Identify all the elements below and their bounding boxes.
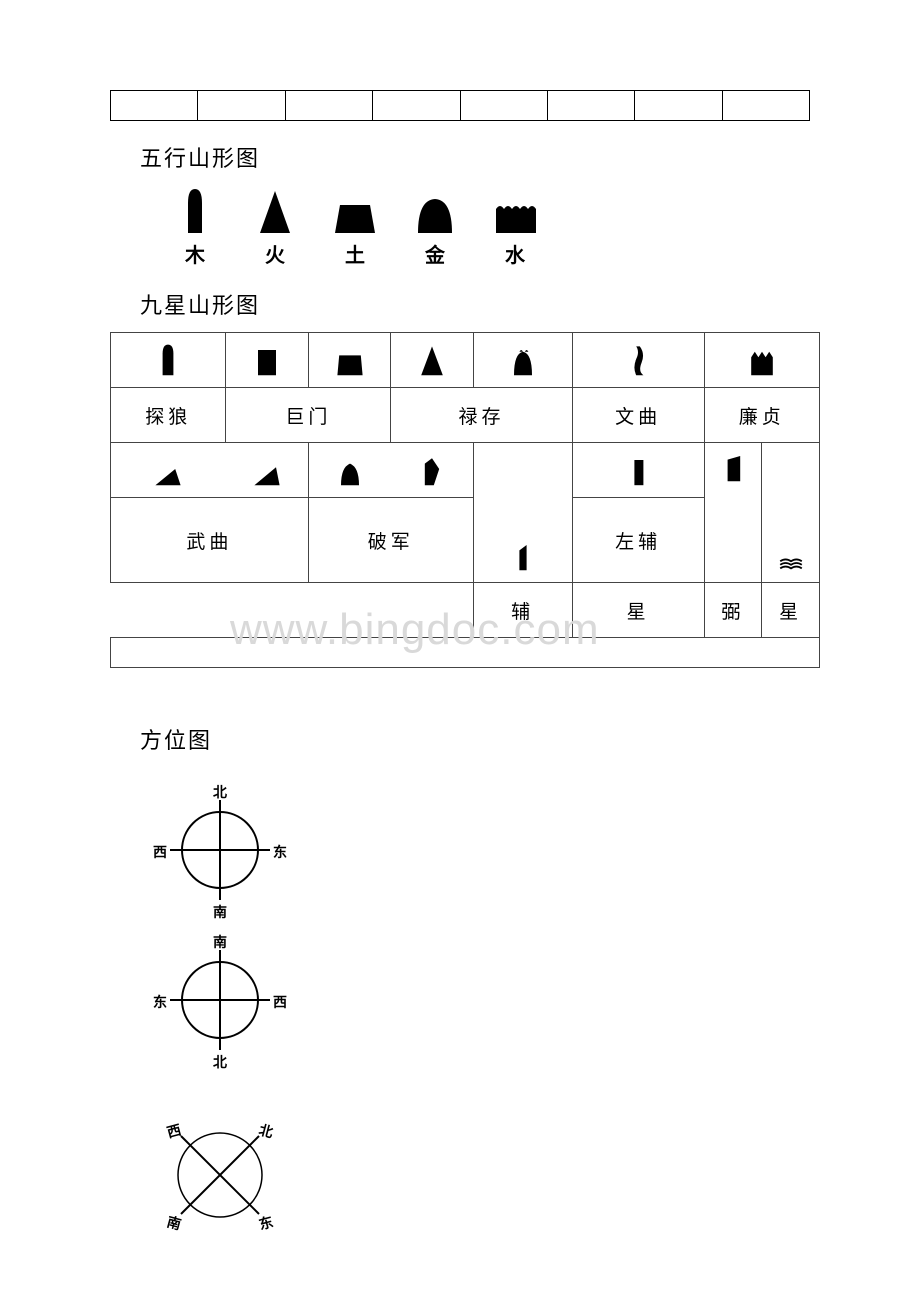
shape-earth: 土 <box>330 185 380 268</box>
wenqu-label: 文曲 <box>572 388 704 443</box>
youbi-icon-2 <box>773 536 809 572</box>
wuqu-icon-2 <box>249 451 285 487</box>
bi-sub: 弼 <box>704 583 762 638</box>
wood-icon <box>170 185 220 235</box>
fire-icon <box>250 185 300 235</box>
youbi-icon-1 <box>715 447 751 483</box>
nine-stars-title: 九星山形图 <box>140 288 820 320</box>
pojun-icon-2 <box>414 451 450 487</box>
pojun-label: 破军 <box>308 498 473 583</box>
compass2-east: 东 <box>153 992 167 1012</box>
compass2-north: 北 <box>213 1052 227 1072</box>
water-label: 水 <box>505 239 525 268</box>
wuqu-label: 武曲 <box>111 498 309 583</box>
tanlang-label: 探狼 <box>111 388 226 443</box>
compass-3: 西 北 南 东 <box>145 1105 295 1245</box>
five-elements-row: 木 火 土 金 水 <box>170 185 820 268</box>
five-elements-title: 五行山形图 <box>140 141 820 173</box>
wenqu-icon <box>620 341 656 377</box>
earth-icon <box>330 185 380 235</box>
wuqu-icon-1 <box>150 451 186 487</box>
metal-label: 金 <box>425 239 445 268</box>
shape-metal: 金 <box>410 185 460 268</box>
earth-label: 土 <box>345 239 365 268</box>
compass1-north: 北 <box>213 782 227 802</box>
lianzhen-label: 廉贞 <box>704 388 819 443</box>
water-icon <box>490 185 540 235</box>
compass-2: 南 北 东 西 <box>145 930 295 1070</box>
zuofu-label: 左辅 <box>572 498 704 583</box>
shape-fire: 火 <box>250 185 300 268</box>
fuxing-icon-1 <box>505 536 541 572</box>
jumen-icon-1 <box>249 341 285 377</box>
shape-wood: 木 <box>170 185 220 268</box>
top-empty-table <box>110 90 810 121</box>
compass1-west: 西 <box>153 842 167 862</box>
xing-sub-2: 星 <box>762 583 820 638</box>
wood-label: 木 <box>185 239 205 268</box>
tanlang-icon <box>150 341 186 377</box>
pojun-icon-1 <box>332 451 368 487</box>
zuofu-icon <box>620 451 656 487</box>
shape-water: 水 <box>490 185 540 268</box>
watermark-text: www.bingdoc.com <box>230 605 600 655</box>
lucun-icon-1 <box>414 341 450 377</box>
compass-1: 北 南 西 东 <box>145 780 295 920</box>
fire-label: 火 <box>265 239 285 268</box>
compass2-south: 南 <box>213 932 227 952</box>
direction-title: 方位图 <box>140 723 820 755</box>
lianzhen-icon <box>744 341 780 377</box>
lucun-icon-2 <box>505 341 541 377</box>
jumen-icon-2 <box>332 341 368 377</box>
compass1-east: 东 <box>273 842 287 862</box>
jumen-label: 巨门 <box>226 388 391 443</box>
metal-icon <box>410 185 460 235</box>
compass2-west: 西 <box>273 992 287 1012</box>
compass1-south: 南 <box>213 902 227 922</box>
lucun-label: 禄存 <box>391 388 572 443</box>
